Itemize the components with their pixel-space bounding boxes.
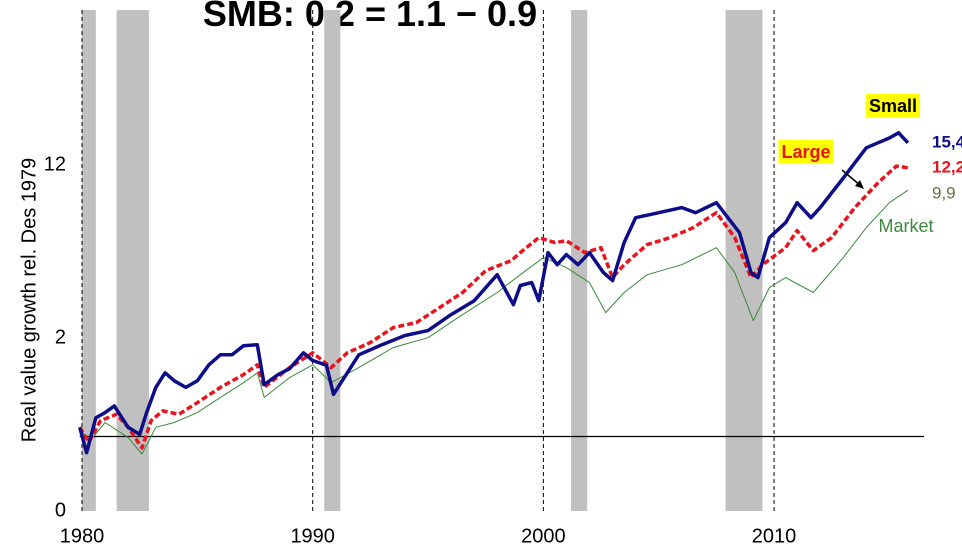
recession-band: [571, 10, 588, 511]
recession-band: [82, 10, 96, 511]
arrow-head: [855, 180, 864, 189]
y-tick-label: 0: [55, 499, 66, 521]
series-line: [78, 131, 910, 455]
series-name-label: Market: [878, 216, 933, 236]
end-value-label: 15,4: [932, 132, 962, 151]
end-value-label: 9,9: [932, 184, 956, 203]
y-tick-label: 2: [55, 326, 66, 348]
series-line: [78, 164, 909, 450]
series-line: [79, 189, 909, 455]
series-name-label: Large: [781, 142, 830, 162]
label-background: [778, 139, 834, 164]
x-tick-label: 2010: [752, 525, 797, 547]
x-tick-label: 2000: [521, 525, 566, 547]
x-tick-label: 1990: [290, 525, 335, 547]
chart-title: SMB: 0.2 = 1.1 − 0.9: [203, 0, 537, 34]
x-tick-label: 1980: [60, 525, 105, 547]
recession-band: [324, 10, 341, 511]
recession-band: [725, 10, 763, 511]
y-tick-label: 12: [44, 153, 66, 175]
y-axis-title: Real value growth rel. Des 1979: [18, 158, 40, 443]
series-name-label: Small: [869, 96, 917, 116]
label-background: [865, 93, 921, 118]
end-value-label: 12,2: [932, 157, 962, 176]
